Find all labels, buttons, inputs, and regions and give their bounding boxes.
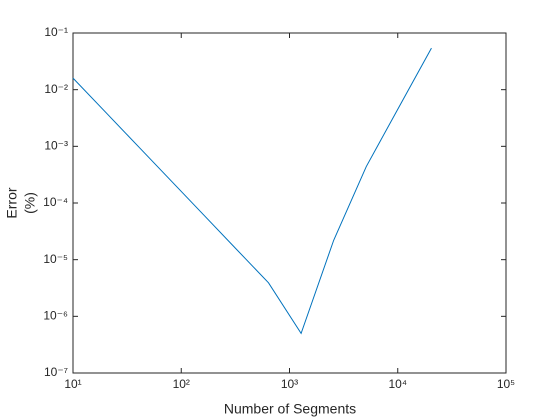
x-tick-label: 10³ bbox=[281, 377, 298, 391]
x-axis-label: Number of Segments bbox=[224, 401, 356, 417]
y-tick-label: 10⁻¹ bbox=[44, 25, 68, 39]
y-tick-label: 10⁻⁷ bbox=[44, 365, 68, 379]
x-tick-label: 10² bbox=[173, 377, 190, 391]
plot-area bbox=[72, 32, 507, 374]
y-tick-label: 10⁻² bbox=[44, 82, 68, 96]
x-tick-label: 10⁴ bbox=[388, 377, 407, 391]
y-tick-label: 10⁻⁵ bbox=[43, 252, 68, 266]
y-tick-label: 10⁻⁶ bbox=[43, 309, 68, 323]
line-series bbox=[72, 47, 432, 335]
y-axis-label: (%) bbox=[22, 192, 38, 214]
x-tick-label: 10¹ bbox=[64, 377, 81, 391]
x-tick-label: 10⁵ bbox=[497, 377, 515, 391]
y-tick-label: 10⁻⁴ bbox=[43, 195, 68, 209]
y-axis-label: Error bbox=[4, 187, 20, 218]
y-tick-label: 10⁻³ bbox=[44, 139, 68, 153]
